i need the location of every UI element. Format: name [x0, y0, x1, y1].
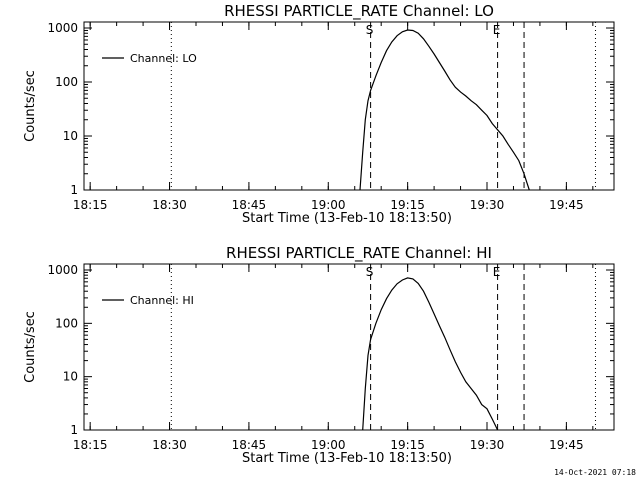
plot-frame — [83, 21, 615, 191]
y-axis-label: Counts/sec — [23, 311, 38, 383]
x-tick-label: 19:45 — [549, 438, 584, 452]
series-line — [359, 29, 530, 191]
x-tick-label: 18:30 — [152, 198, 187, 212]
chart-title: RHESSI PARTICLE_RATE Channel: HI — [226, 244, 492, 263]
y-tick-label: 1000 — [47, 21, 78, 35]
x-axis-label: Start Time (13-Feb-10 18:13:50) — [242, 451, 452, 466]
y-tick-label: 1000 — [47, 263, 78, 277]
x-tick-label: 18:45 — [232, 198, 267, 212]
x-axis-label: Start Time (13-Feb-10 18:13:50) — [242, 211, 452, 226]
marker-label: E — [493, 23, 501, 37]
x-tick-label: 19:45 — [549, 198, 584, 212]
x-tick-label: 19:00 — [311, 438, 346, 452]
plot-frame — [83, 263, 615, 431]
chart-panel-2: RHESSI PARTICLE_RATE Channel: HI 18:15 18:… — [23, 244, 615, 466]
x-tick-label: 18:15 — [73, 438, 108, 452]
x-tick-label: 18:45 — [232, 438, 267, 452]
x-tick-label: 19:15 — [390, 438, 425, 452]
x-tick-label: 19:00 — [311, 198, 346, 212]
series-line — [362, 277, 499, 431]
y-tick-label: 10 — [63, 129, 78, 143]
x-tick-label: 19:30 — [470, 438, 505, 452]
x-tick-label: 18:30 — [152, 438, 187, 452]
y-tick-label: 100 — [55, 75, 78, 89]
marker-label: E — [493, 265, 501, 279]
y-tick-label: 10 — [63, 370, 78, 384]
footer-timestamp: 14-Oct-2021 07:18 — [554, 468, 636, 477]
marker-label: S — [366, 265, 374, 279]
chart-panel-1: RHESSI PARTICLE_RATE Channel: LO 18:15 18:… — [23, 2, 615, 226]
marker-label: S — [366, 23, 374, 37]
x-tick-label: 18:15 — [73, 198, 108, 212]
chart-title: RHESSI PARTICLE_RATE Channel: LO — [224, 2, 494, 21]
y-axis-label: Counts/sec — [23, 70, 38, 142]
x-tick-label: 19:15 — [390, 198, 425, 212]
y-tick-label: 1 — [70, 183, 78, 197]
y-tick-label: 1 — [70, 423, 78, 437]
legend-label: Channel: HI — [130, 294, 194, 307]
legend-label: Channel: LO — [130, 52, 197, 65]
y-tick-label: 100 — [55, 316, 78, 330]
x-tick-label: 19:30 — [470, 198, 505, 212]
